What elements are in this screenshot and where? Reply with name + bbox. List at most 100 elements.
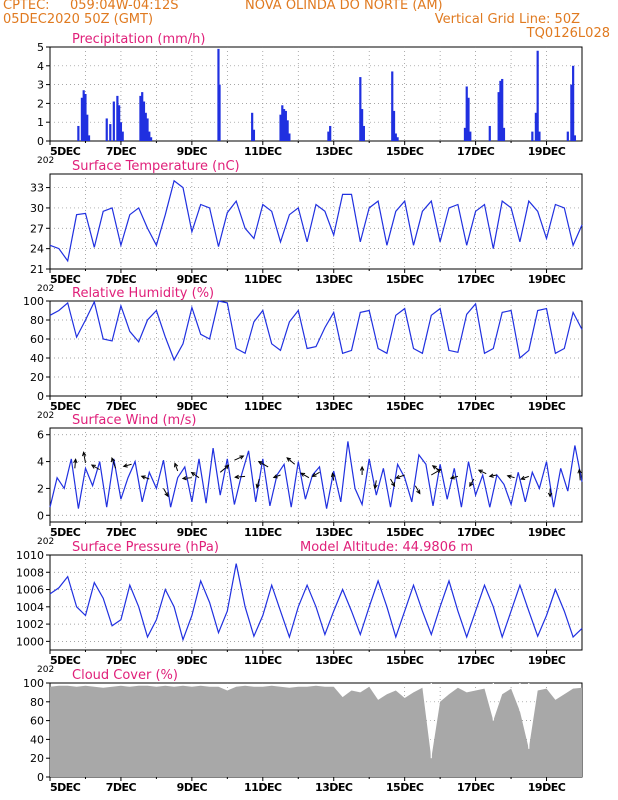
precip-bar xyxy=(251,112,254,141)
rh-ytick-label: 20 xyxy=(30,371,44,384)
wind-ytick-label: 2 xyxy=(37,482,44,495)
cloud-ytick-label: 100 xyxy=(23,677,44,690)
precip-bar xyxy=(282,109,286,141)
wind-arrow-head xyxy=(90,464,96,469)
cloud-xtick-label: 11DEC xyxy=(244,781,282,794)
temp-frame xyxy=(49,173,583,270)
precip-bar xyxy=(286,120,289,141)
rh-ytick-label: 40 xyxy=(30,352,44,365)
pres-ytick-label: 1002 xyxy=(16,618,44,631)
wind-arrow xyxy=(141,475,150,480)
wind-arrow xyxy=(123,463,132,467)
wind-arrow xyxy=(414,485,421,494)
precip-bar xyxy=(142,101,146,141)
temp-xtick-label: 9DEC xyxy=(177,273,208,286)
wind-arrow-head xyxy=(272,474,278,479)
precip-bar xyxy=(536,50,539,142)
precip-xtick-label: 7DEC xyxy=(106,145,137,158)
temp-ytick-label: 21 xyxy=(30,263,44,276)
wind-arrow-head xyxy=(390,482,396,488)
wind-year-label: 202 xyxy=(37,537,54,547)
wind-arrow-head xyxy=(520,475,526,481)
precip-xtick-label: 19DEC xyxy=(528,145,566,158)
wind-arrow xyxy=(235,475,246,478)
precip-xtick-label: 13DEC xyxy=(315,145,353,158)
precip-bar xyxy=(279,114,282,141)
rh-ytick-label: 60 xyxy=(30,333,44,346)
pres-frame xyxy=(49,554,583,651)
pres-xtick-label: 11DEC xyxy=(244,654,282,667)
wind-ytick-label: 4 xyxy=(37,456,44,469)
pres-ytick-label: 1000 xyxy=(16,635,44,648)
wind-arrow xyxy=(273,474,281,478)
temp-xtick-label: 5DEC xyxy=(50,273,81,286)
wind-arrow-head xyxy=(174,462,179,468)
wind-arrow-head xyxy=(111,457,116,463)
pres-xtick-label: 5DEC xyxy=(50,654,81,667)
precip-bar xyxy=(86,114,89,141)
pres-xtick-label: 9DEC xyxy=(177,654,208,667)
precip-xtick-label: 9DEC xyxy=(177,145,208,158)
wind-xtick-label: 9DEC xyxy=(177,526,208,539)
wind-arrow xyxy=(374,480,377,489)
rh-xtick-label: 19DEC xyxy=(528,400,566,413)
wind-arrow-head xyxy=(311,472,317,477)
precip-bar xyxy=(396,137,399,141)
wind-arrow-head xyxy=(73,458,78,464)
pres-ytick-label: 1008 xyxy=(16,566,44,579)
temp-ytick-label: 27 xyxy=(30,222,44,235)
precip-xtick-label: 11DEC xyxy=(244,145,282,158)
temp-ytick-label: 24 xyxy=(30,243,44,256)
precip-bar xyxy=(109,124,112,141)
cloud-xtick-label: 15DEC xyxy=(386,781,424,794)
pres-panel: 1000 1002 1004 1006 1008 1010 5DEC 7DEC 9DEC 11DE… xyxy=(16,540,583,675)
precip-bar xyxy=(105,118,108,141)
precip-xtick-label: 15DEC xyxy=(386,145,424,158)
precip-bar xyxy=(144,112,147,141)
wind-ytick-label: 0 xyxy=(37,509,44,522)
wind-arrow-head xyxy=(477,469,483,474)
wind-xtick-label: 11DEC xyxy=(244,526,282,539)
rh-xtick-label: 7DEC xyxy=(106,400,137,413)
cloud-area xyxy=(50,685,582,777)
precip-ytick-label: 0 xyxy=(37,135,44,148)
wind-arrow-head xyxy=(359,465,365,471)
wind-title: Surface Wind (m/s) xyxy=(72,413,196,428)
temp-xtick-label: 7DEC xyxy=(106,273,137,286)
wind-arrow-head xyxy=(140,475,146,480)
wind-arrow-head xyxy=(181,475,187,481)
cloud-ytick-label: 40 xyxy=(30,733,44,746)
precip-ytick-label: 4 xyxy=(37,60,44,73)
header-source: CPTEC: xyxy=(3,0,50,13)
temp-xtick-label: 15DEC xyxy=(386,273,424,286)
precip-bar xyxy=(570,84,573,141)
precip-bar xyxy=(284,110,287,141)
wind-arrow-head xyxy=(286,457,292,462)
cloud-xtick-label: 19DEC xyxy=(528,781,566,794)
precip-title: Precipitation (mm/h) xyxy=(72,32,205,47)
pres-line xyxy=(49,563,583,642)
pres-xtick-label: 13DEC xyxy=(315,654,353,667)
temp-title: Surface Temperature (nC) xyxy=(72,159,240,174)
wind-panel: 0 2 4 6 5DEC 7DEC 9DEC 11DEC 13DEC 15DEC 17DEC 19DE… xyxy=(37,413,583,547)
cloud-ytick-label: 80 xyxy=(30,696,44,709)
precip-bar xyxy=(362,125,365,141)
wind-arrow-head xyxy=(577,468,582,474)
precip-bar xyxy=(252,129,256,141)
precip-bar xyxy=(281,105,284,141)
precip-bar xyxy=(467,97,470,141)
precip-bar xyxy=(148,131,151,141)
wind-arrow-head xyxy=(395,474,401,479)
precip-bar xyxy=(77,125,80,141)
wind-arrow-head xyxy=(469,482,474,488)
rh-xtick-label: 13DEC xyxy=(315,400,353,413)
wind-arrow xyxy=(258,461,269,468)
precip-bar xyxy=(497,92,500,141)
header-code: TQ0126L028 xyxy=(526,26,610,41)
wind-xtick-label: 15DEC xyxy=(386,526,424,539)
wind-arrow xyxy=(507,475,515,479)
wind-arrow xyxy=(83,452,86,464)
precip-bar xyxy=(469,131,472,141)
wind-arrow-head xyxy=(300,472,306,477)
